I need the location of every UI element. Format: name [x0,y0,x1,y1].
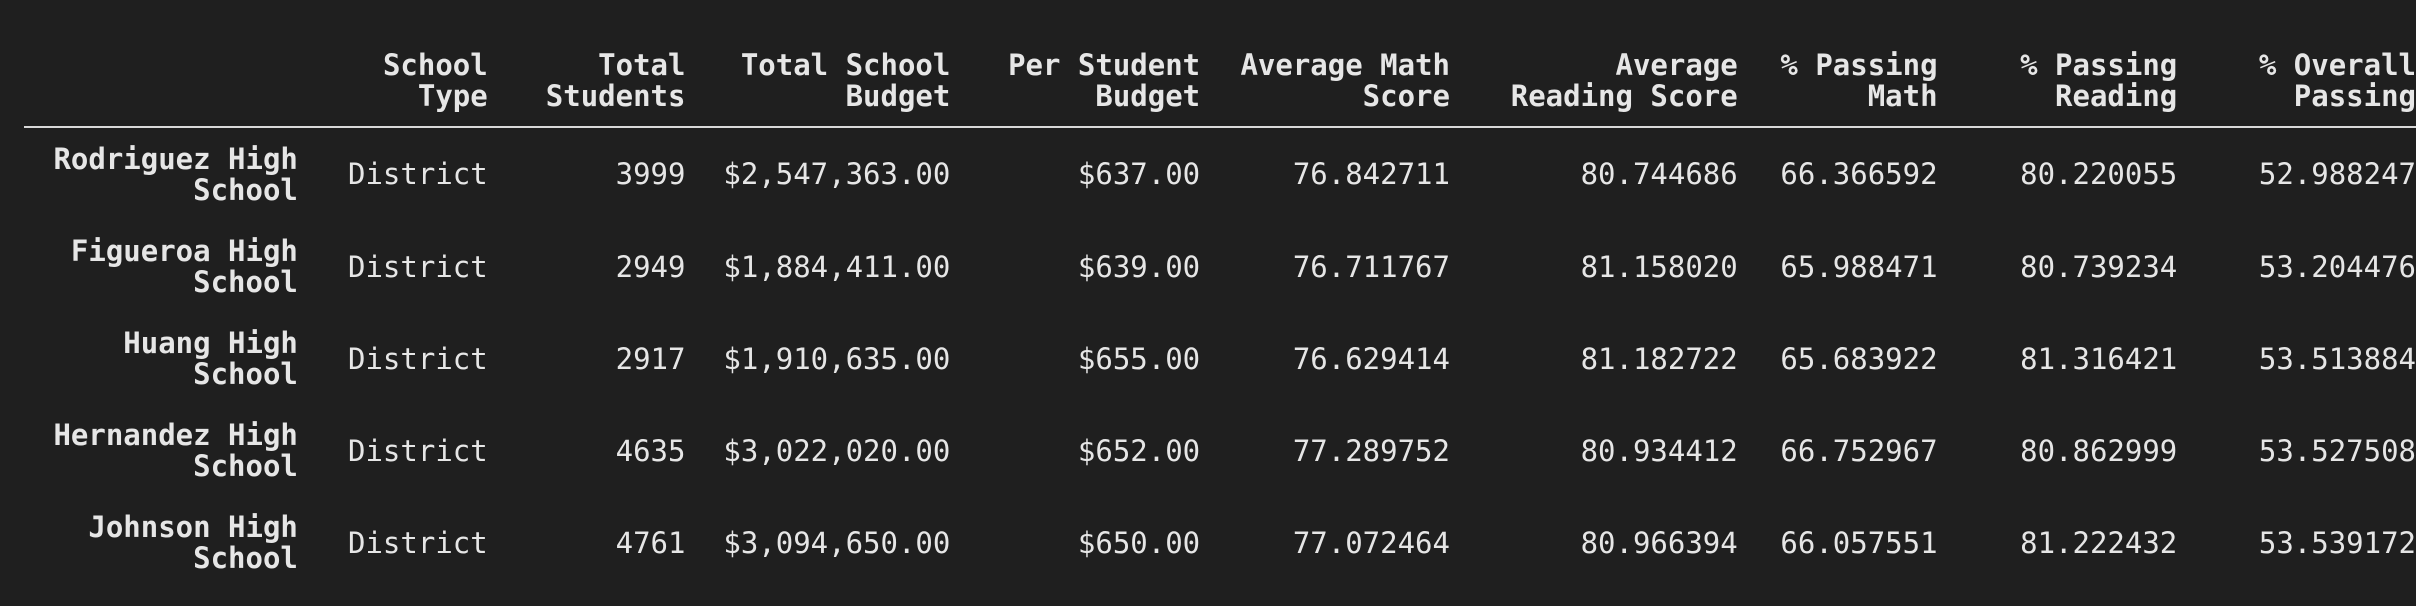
cell-average-reading-score: 80.744686 [1580,157,1738,191]
cell-total-school-budget: $1,884,411.00 [723,249,951,284]
table-header: School Type Total Students Total School Bud… [24,50,2416,127]
cell-passing-reading: 81.316421 [2020,341,2178,376]
cell-per-student-budget: $650.00 [1077,525,1201,560]
cell-passing-math: 66.366592 [1780,157,1938,191]
cell-total-students: 4761 [615,525,686,560]
cell-overall-passing: 53.204476 [2258,249,2416,284]
cell-total-students: 2949 [615,249,686,284]
cell-per-student-budget: $637.00 [1077,157,1201,191]
table-row: Figueroa High School District 2949 $1,884… [24,221,2416,313]
cell-average-reading-score: 80.934412 [1580,433,1738,468]
cell-average-math-score: 77.289752 [1292,433,1450,468]
cell-average-math-score: 76.629414 [1292,341,1450,376]
row-index-label: Figueroa High School [70,234,298,299]
cell-total-school-budget: $2,547,363.00 [723,157,951,191]
cell-passing-math: 66.057551 [1780,525,1938,560]
row-index-label: Huang High School [123,326,298,391]
cell-average-math-score: 76.842711 [1292,157,1450,191]
cell-passing-reading: 80.739234 [2020,249,2178,284]
table-row: Johnson High School District 4761 $3,094,… [24,497,2416,589]
row-index-label: Johnson High School [88,510,298,575]
col-header-total-school-budget: Total School Budget [740,48,951,113]
col-header-average-reading-score: Average Reading Score [1510,48,1738,113]
cell-total-students: 2917 [615,341,686,376]
cell-school-type: District [348,157,488,191]
cell-passing-reading: 80.862999 [2020,433,2178,468]
school-summary-table: School Type Total Students Total School Bud… [24,50,2416,589]
col-header-average-math-score: Average Math Score [1240,48,1450,113]
cell-school-type: District [348,433,488,468]
col-header-school-type: School Type [382,48,488,113]
cell-school-type: District [348,249,488,284]
table-row: Hernandez High School District 4635 $3,02… [24,405,2416,497]
cell-total-students: 4635 [615,433,686,468]
cell-total-school-budget: $3,022,020.00 [723,433,951,468]
cell-total-students: 3999 [615,157,686,191]
cell-average-math-score: 77.072464 [1292,525,1450,560]
cell-passing-math: 65.683922 [1780,341,1938,376]
cell-total-school-budget: $1,910,635.00 [723,341,951,376]
cell-average-reading-score: 81.158020 [1580,249,1738,284]
cell-overall-passing: 53.527508 [2258,433,2416,468]
col-header-per-student-budget: Per Student Budget [1008,48,1201,113]
cell-passing-math: 66.752967 [1780,433,1938,468]
cell-average-reading-score: 80.966394 [1580,525,1738,560]
index-header [24,50,298,127]
table-body: Rodriguez High School District 3999 $2,54… [24,127,2416,589]
cell-passing-reading: 80.220055 [2020,157,2178,191]
row-index-label: Hernandez High School [53,418,298,483]
cell-average-math-score: 76.711767 [1292,249,1450,284]
cell-total-school-budget: $3,094,650.00 [723,525,951,560]
col-header-total-students: Total Students [545,48,686,113]
row-index-label: Rodriguez High School [53,141,298,207]
cell-overall-passing: 53.513884 [2258,341,2416,376]
cell-passing-reading: 81.222432 [2020,525,2178,560]
cell-average-reading-score: 81.182722 [1580,341,1738,376]
cell-passing-math: 65.988471 [1780,249,1938,284]
cell-per-student-budget: $639.00 [1077,249,1201,284]
cell-overall-passing: 52.988247 [2258,157,2416,191]
table-row: Rodriguez High School District 3999 $2,54… [24,127,2416,221]
cell-school-type: District [348,525,488,560]
col-header-passing-math: % Passing Math [1780,48,1938,113]
table-row: Huang High School District 2917 $1,910,63… [24,313,2416,405]
cell-per-student-budget: $655.00 [1077,341,1201,376]
cell-per-student-budget: $652.00 [1077,433,1201,468]
dataframe-output: School Type Total Students Total School Bud… [24,50,2416,589]
header-row: School Type Total Students Total School Bud… [24,50,2416,127]
cell-overall-passing: 53.539172 [2258,525,2416,560]
col-header-overall-passing: % Overall Passing [2258,48,2416,113]
cell-school-type: District [348,341,488,376]
col-header-passing-reading: % Passing Reading [2020,48,2178,113]
